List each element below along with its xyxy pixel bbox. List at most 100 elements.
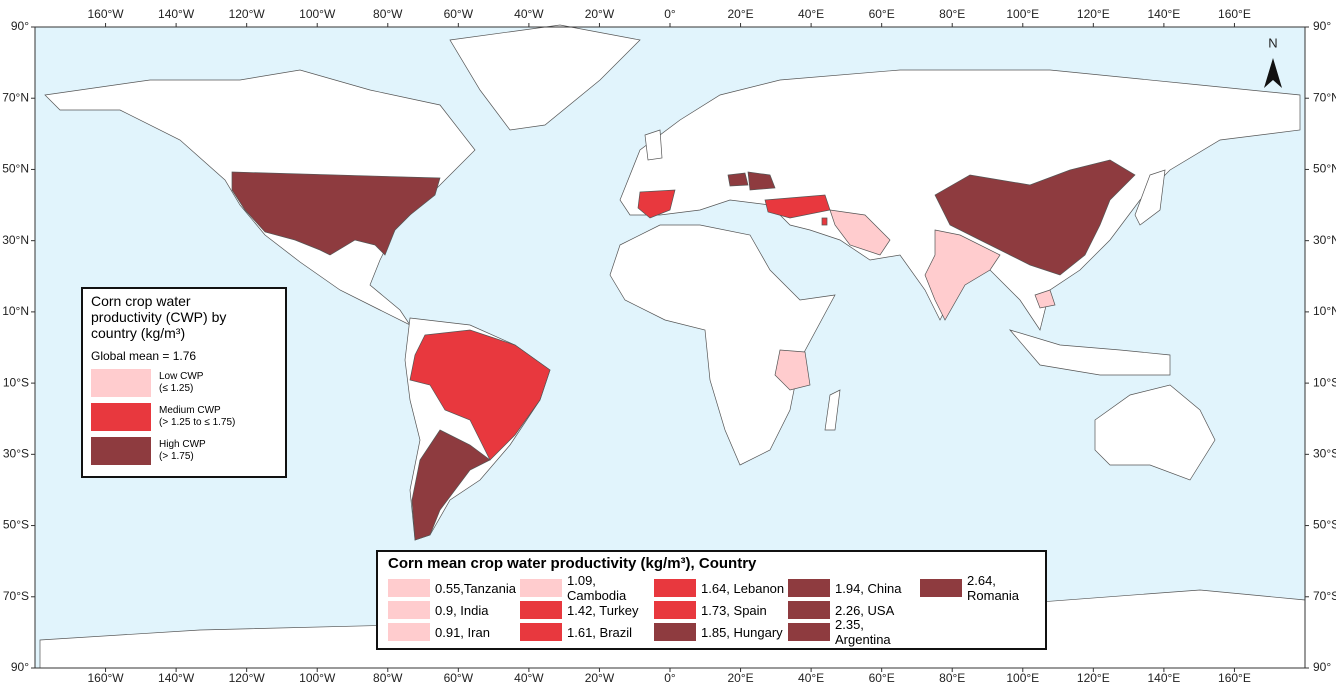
country-romania: [747, 171, 776, 191]
table-entry: 0.55,Tanzania: [388, 577, 520, 599]
lon-tick-label: 40°W: [514, 671, 544, 685]
country-spain: [637, 189, 676, 219]
lon-tick-label: 100°E: [1006, 671, 1039, 685]
legend-swatch: [91, 403, 151, 431]
lat-tick-label: 70°S: [3, 589, 29, 603]
lat-tick-label: 30°S: [3, 447, 29, 461]
lon-tick-label: 140°E: [1147, 671, 1180, 685]
lon-tick-label: 80°W: [373, 7, 403, 21]
lon-tick-label: 40°W: [514, 7, 544, 21]
entry-swatch: [388, 601, 430, 619]
lon-tick-label: 40°E: [798, 7, 824, 21]
table-entry: 1.85, Hungary: [654, 621, 788, 643]
africa: [609, 224, 836, 466]
country-table: Corn mean crop water productivity (kg/m³…: [376, 550, 1047, 650]
table-entry: 1.64, Lebanon: [654, 577, 788, 599]
table-entry: 2.35, Argentina: [788, 617, 920, 647]
lon-tick-label: 140°W: [158, 671, 195, 685]
entry-label: 1.42, Turkey: [567, 602, 639, 618]
lat-tick-label: 90°: [1313, 660, 1331, 674]
lon-tick-label: 60°W: [444, 671, 474, 685]
country-usa: [231, 171, 441, 256]
uk: [644, 129, 663, 161]
country-india: [924, 229, 1001, 321]
legend-class-range: (≤ 1.25): [159, 383, 194, 394]
entry-label: 0.55,Tanzania: [435, 580, 516, 596]
lat-tick-label: 10°N: [2, 304, 29, 318]
lon-tick-label: 140°W: [158, 7, 195, 21]
australia: [1094, 384, 1216, 481]
legend-class-name: High CWP: [159, 439, 206, 450]
lat-tick-label: 30°N: [2, 233, 29, 247]
entry-swatch: [654, 601, 696, 619]
table-entry: 1.73, Spain: [654, 599, 788, 621]
table-entry: 1.09, Cambodia: [520, 573, 654, 603]
lat-tick-label: 90°: [11, 660, 29, 674]
country-brazil: [409, 329, 551, 461]
entry-swatch: [788, 579, 830, 597]
lon-tick-label: 100°W: [299, 671, 336, 685]
country-lebanon: [821, 217, 828, 226]
class-legend: Corn crop water productivity (CWP) by co…: [81, 287, 287, 478]
entry-label: 1.85, Hungary: [701, 624, 783, 640]
lat-tick-label: 90°: [1313, 19, 1331, 33]
country-iran: [829, 209, 891, 256]
entry-label: 0.91, Iran: [435, 624, 490, 640]
japan: [1134, 169, 1166, 226]
legend-class-range: (> 1.25 to ≤ 1.75): [159, 417, 236, 428]
lon-tick-label: 140°E: [1147, 7, 1180, 21]
legend-swatch: [91, 369, 151, 397]
legend-class-range: (> 1.75): [159, 451, 194, 462]
entry-label: 1.61, Brazil: [567, 624, 633, 640]
entry-label: 2.64, Romania: [967, 573, 1020, 603]
table-entry: 1.42, Turkey: [520, 599, 654, 621]
legend-text: High CWP (> 1.75): [159, 439, 206, 463]
class-list: Low CWP (≤ 1.25) Medium CWP (> 1.25 to ≤ 1.…: [91, 369, 277, 465]
table-entry: 2.64, Romania: [920, 573, 1050, 603]
lat-tick-label: 50°N: [1313, 162, 1336, 176]
lat-tick-label: 50°S: [1313, 518, 1336, 532]
entry-swatch: [788, 623, 830, 641]
lat-tick-label: 30°N: [1313, 233, 1336, 247]
entry-list: 0.55,Tanzania 0.9, India 0.91, Iran 1.09, C…: [388, 573, 1035, 647]
lon-tick-label: 160°E: [1218, 671, 1251, 685]
lat-tick-label: 70°N: [2, 90, 29, 104]
lon-tick-label: 20°E: [727, 671, 753, 685]
lon-tick-label: 120°E: [1077, 7, 1110, 21]
country-tanzania: [774, 349, 811, 391]
legend-item: Low CWP (≤ 1.25): [91, 369, 277, 397]
lat-tick-label: 10°N: [1313, 304, 1336, 318]
entry-swatch: [788, 601, 830, 619]
lon-tick-label: 0°: [664, 7, 676, 21]
entry-label: 0.9, India: [435, 602, 489, 618]
entry-swatch: [654, 579, 696, 597]
table-entry: 2.26, USA: [788, 599, 920, 621]
lon-tick-label: 20°W: [585, 671, 615, 685]
madagascar: [824, 389, 841, 431]
lon-tick-label: 60°E: [869, 7, 895, 21]
north-label: N: [1268, 35, 1277, 50]
entry-label: 1.94, China: [835, 580, 902, 596]
country-argentina: [411, 429, 491, 541]
entry-label: 2.26, USA: [835, 602, 895, 618]
legend-title: Corn crop water productivity (CWP) by co…: [91, 293, 227, 341]
legend-item: Medium CWP (> 1.25 to ≤ 1.75): [91, 403, 277, 431]
entry-swatch: [388, 579, 430, 597]
country-hungary: [727, 172, 749, 187]
lon-tick-label: 100°E: [1006, 7, 1039, 21]
lon-tick-label: 0°: [664, 671, 676, 685]
country-china: [934, 159, 1136, 276]
table-entry: 1.61, Brazil: [520, 621, 654, 643]
lon-tick-label: 100°W: [299, 7, 336, 21]
entry-swatch: [520, 579, 562, 597]
entry-swatch: [520, 601, 562, 619]
lat-tick-label: 90°: [11, 19, 29, 33]
country-cambodia: [1034, 289, 1056, 309]
entry-label: 1.64, Lebanon: [701, 580, 785, 596]
lon-tick-label: 80°E: [939, 671, 965, 685]
countries: [231, 159, 1136, 541]
country-turkey: [764, 194, 831, 219]
lon-tick-label: 120°W: [229, 671, 266, 685]
indonesia: [1008, 329, 1171, 376]
